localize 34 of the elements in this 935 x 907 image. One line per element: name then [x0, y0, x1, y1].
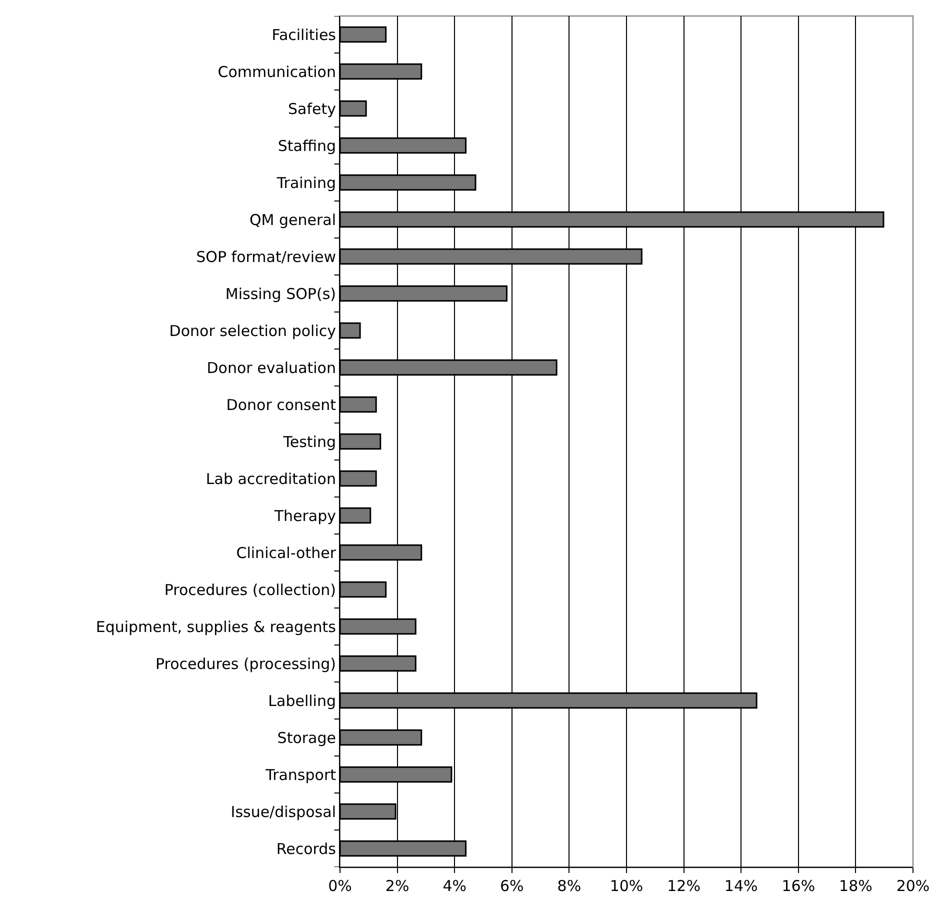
x-tick-label: 8% [557, 877, 582, 895]
x-tick-label: 4% [442, 877, 466, 895]
y-tick-label: Facilities [272, 26, 336, 44]
y-tick-label: Labelling [268, 692, 336, 710]
y-tick-label: Communication [218, 62, 336, 81]
x-tick-label: 6% [500, 877, 524, 895]
y-tick-label: Donor evaluation [206, 358, 336, 377]
x-tick-label: 10% [610, 877, 644, 895]
y-tick-label: Therapy [273, 506, 336, 525]
y-tick-label: Training [276, 174, 336, 192]
y-tick-label: Missing SOP(s) [225, 284, 336, 303]
y-tick-label: Procedures (collection) [164, 580, 336, 599]
y-tick-label: Procedures (processing) [156, 654, 336, 673]
y-tick-label: Clinical-other [236, 544, 337, 562]
y-tick-label: Lab accreditation [206, 470, 336, 488]
y-tick-label: Equipment, supplies & reagents [96, 618, 336, 636]
y-tick-label: Transport [264, 766, 336, 784]
y-tick-label: Staffing [278, 136, 336, 155]
y-tick-label: Storage [277, 728, 336, 747]
y-tick-label: Donor selection policy [169, 322, 336, 340]
y-tick-label: SOP format/review [196, 248, 336, 266]
x-tick-label: 2% [385, 877, 410, 895]
y-tick-label: QM general [249, 210, 336, 229]
x-tick-label: 0% [328, 877, 352, 895]
x-tick-label: 14% [724, 877, 758, 895]
y-tick-label: Safety [288, 100, 336, 118]
y-tick-label: Donor consent [226, 396, 336, 414]
x-tick-label: 12% [667, 877, 700, 895]
y-tick-label: Records [276, 840, 336, 858]
x-tick-label: 20% [896, 877, 930, 895]
x-tick-label: 16% [782, 877, 816, 895]
y-tick-label: Testing [282, 432, 336, 451]
x-tick-label: 18% [839, 877, 872, 895]
y-tick-label: Issue/disposal [230, 802, 336, 821]
